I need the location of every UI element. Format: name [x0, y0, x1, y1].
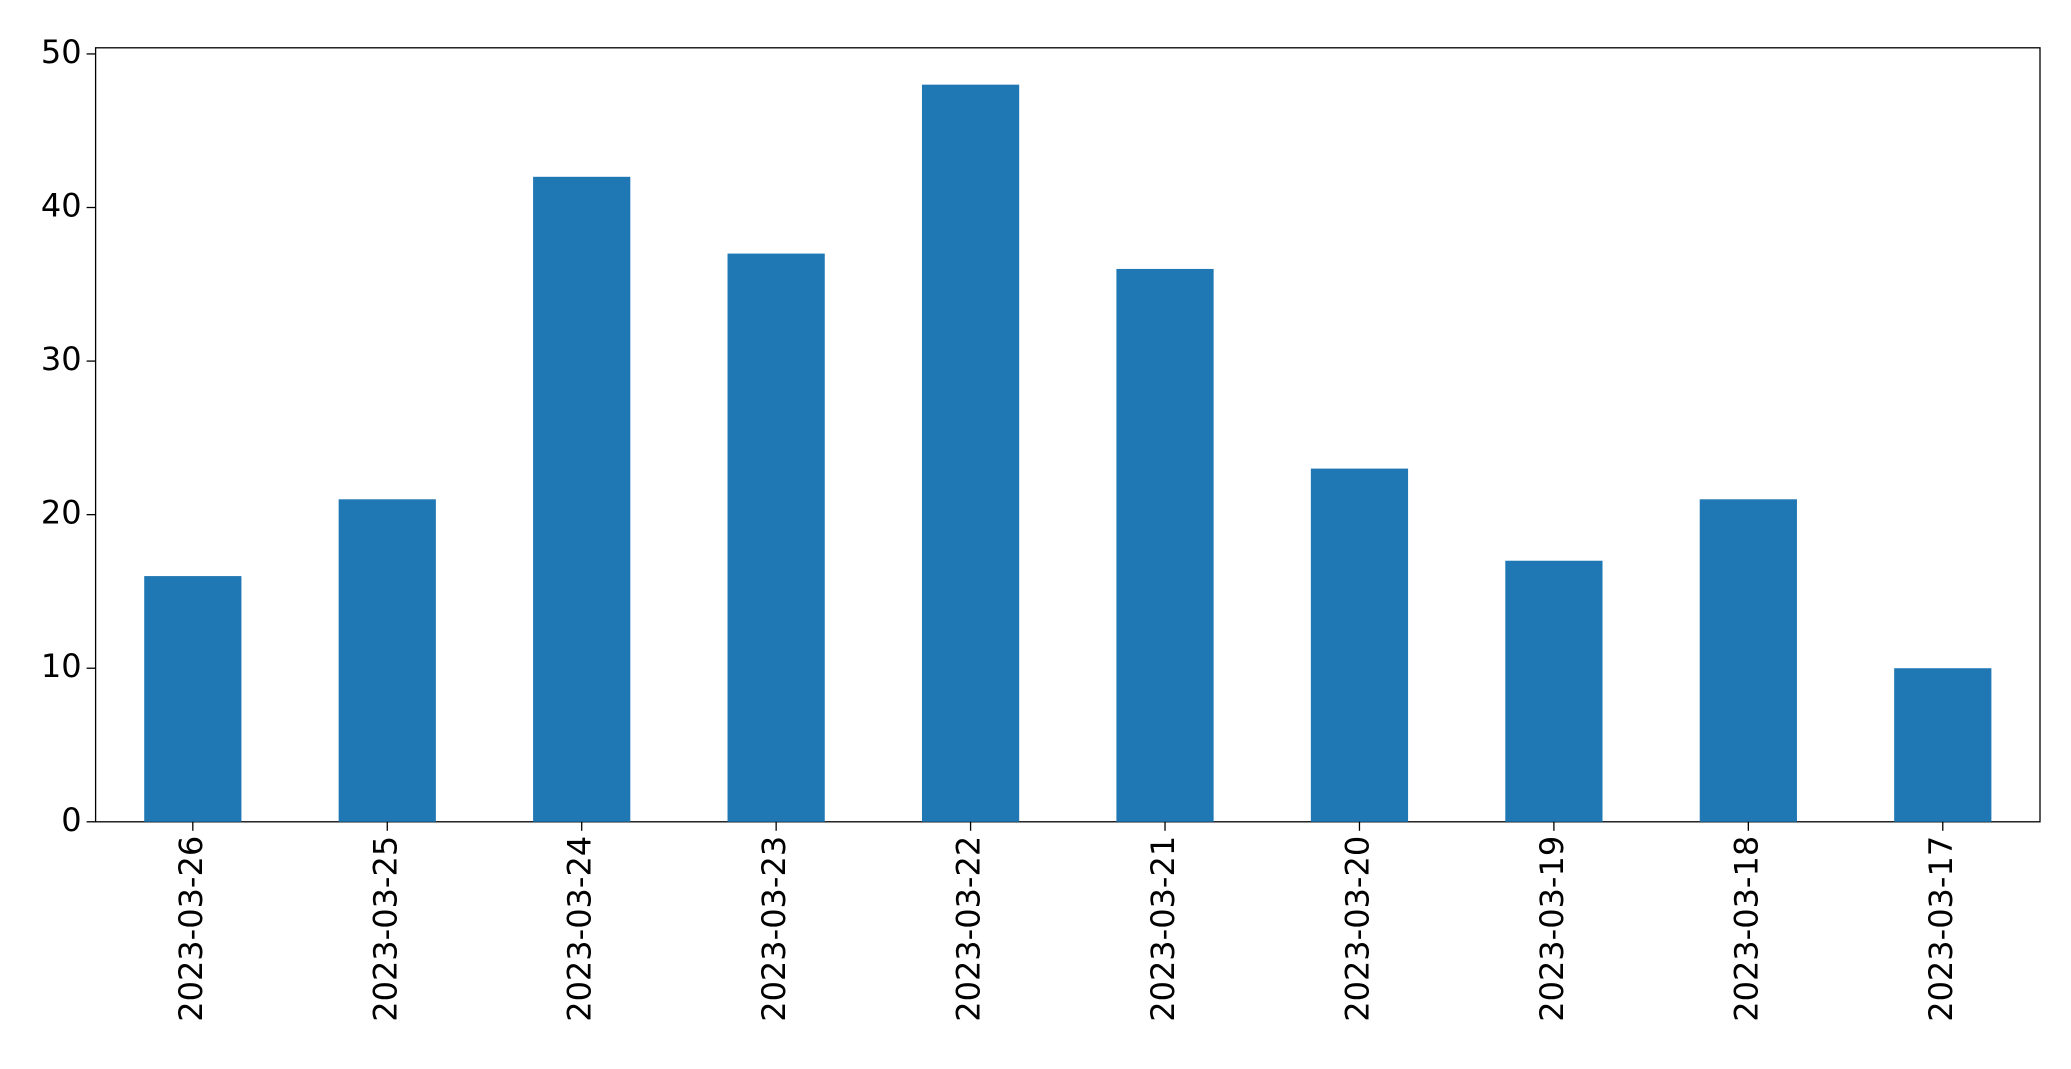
x-tick-label: 2023-03-25 — [366, 836, 404, 1022]
x-tick-label: 2023-03-22 — [950, 836, 988, 1022]
x-tick-label: 2023-03-17 — [1922, 836, 1960, 1022]
x-tick-label: 2023-03-18 — [1727, 836, 1765, 1022]
bar — [1116, 268, 1214, 822]
x-tick-label: 2023-03-26 — [172, 836, 210, 1022]
bar — [1894, 668, 1992, 822]
bar — [921, 84, 1020, 822]
y-tick-label: 10 — [41, 647, 82, 685]
x-tick-label: 2023-03-24 — [561, 836, 599, 1022]
x-tick-label: 2023-03-23 — [755, 836, 793, 1022]
bar — [1310, 468, 1409, 822]
bar — [727, 253, 825, 822]
bar — [1505, 560, 1603, 822]
y-tick-label: 0 — [61, 801, 81, 839]
y-tick-label: 30 — [41, 340, 82, 378]
x-tick-label: 2023-03-21 — [1144, 836, 1182, 1022]
bar — [533, 176, 631, 822]
bar — [144, 576, 242, 822]
y-tick-label: 20 — [41, 494, 82, 532]
y-tick-label: 40 — [41, 187, 82, 225]
x-tick-label: 2023-03-19 — [1533, 836, 1571, 1022]
x-tick-label: 2023-03-20 — [1338, 836, 1376, 1022]
bar — [338, 499, 436, 822]
y-tick-label: 50 — [41, 33, 82, 71]
plot-frame — [94, 47, 2041, 823]
bar — [1699, 499, 1797, 822]
